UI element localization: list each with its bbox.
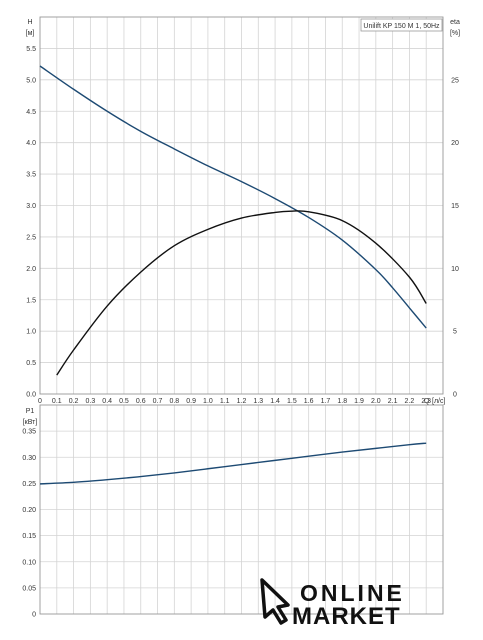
x-axis-label-q: Q: [424, 398, 430, 405]
cursor-arrow-icon: [260, 578, 290, 625]
x-tick-label: 1.5: [287, 398, 297, 405]
y-tick-label: 0.5: [26, 360, 36, 367]
x-tick-label: 1.6: [304, 398, 314, 405]
bottom-plot-frame: [39, 404, 444, 615]
chart-title: Unilift KP 150 M 1, 50Hz: [363, 23, 440, 30]
y-tick-label: 0.20: [22, 507, 36, 514]
x-tick-label: 0.5: [119, 398, 129, 405]
x-tick-label: 0.4: [102, 398, 112, 405]
x-tick-label: 0.3: [86, 398, 96, 405]
x-tick-label: 1.9: [354, 398, 364, 405]
x-tick-label: 2.3: [421, 398, 431, 405]
y-tick-label: 1.5: [26, 297, 36, 304]
efficiency-curve-line: [56, 210, 427, 376]
y-tick-label: 0: [32, 612, 36, 619]
head-efficiency-plot: 0.0 0.5 1.0 1.5 2.0 2.5 3.0 3.5 4.0 4.5 5.0 5.5 0 5 1…: [26, 16, 460, 405]
y-tick-label: 1.0: [26, 329, 36, 336]
y-tick-label: 0.10: [22, 559, 36, 566]
y-tick-label: 4.0: [26, 140, 36, 147]
y-tick-label: 2.0: [26, 266, 36, 273]
y-tick-label: 3.5: [26, 172, 36, 179]
y-axis-unit-p1: [кВт]: [23, 419, 38, 426]
power-plot: 0 0.05 0.10 0.15 0.20 0.25 0.30 0.35 P1 [кВт]: [22, 404, 444, 619]
y-axis-unit-h: [м]: [26, 30, 35, 37]
y-tick-label: 0.30: [22, 455, 36, 462]
x-tick-label: 1.4: [270, 398, 280, 405]
x-tick-label: 1.8: [337, 398, 347, 405]
y-tick-label: 0.15: [22, 533, 36, 540]
x-tick-label: 0: [38, 398, 42, 405]
chart-title-box: [360, 18, 443, 32]
y-tick-label: 0.05: [22, 585, 36, 592]
y-tick-label: 0.25: [22, 481, 36, 488]
y-axis-label-h: H: [27, 19, 32, 26]
x-axis-unit-q: [л/с]: [432, 398, 445, 405]
x-tick-label: 0.8: [169, 398, 179, 405]
x-tick-label: 0.6: [136, 398, 146, 405]
y-right-tick-label: 20: [451, 140, 459, 147]
x-tick-label: 2.2: [405, 398, 415, 405]
y-axis-unit-eta: [%]: [450, 30, 460, 37]
y-tick-label: 4.5: [26, 109, 36, 116]
head-curve-line: [39, 65, 427, 329]
y-right-tick-label: 10: [451, 266, 459, 273]
online-market-logo: ONLINE MARKET: [260, 578, 405, 630]
x-tick-label: 0.1: [52, 398, 62, 405]
power-curve-line: [39, 442, 427, 485]
x-tick-label: 1.3: [253, 398, 263, 405]
y-right-tick-label: 0: [453, 392, 457, 399]
y-tick-label: 0.0: [26, 392, 36, 399]
x-tick-label: 2.0: [371, 398, 381, 405]
y-tick-label: 0.35: [22, 429, 36, 436]
y-axis-label-eta: eta: [450, 19, 460, 26]
y-right-tick-label: 5: [453, 329, 457, 336]
x-tick-label: 1.0: [203, 398, 213, 405]
y-tick-label: 3.0: [26, 203, 36, 210]
x-tick-label: 1.1: [220, 398, 230, 405]
logo-line1: ONLINE: [300, 580, 405, 606]
x-tick-label: 2.1: [388, 398, 398, 405]
y-tick-label: 5.0: [26, 77, 36, 84]
y-tick-label: 2.5: [26, 234, 36, 241]
x-tick-label: 1.2: [237, 398, 247, 405]
y-right-tick-label: 25: [451, 77, 459, 84]
logo-line2: MARKET: [292, 603, 401, 630]
top-plot-frame: [39, 16, 444, 395]
y-axis-label-p1: P1: [26, 408, 35, 415]
y-right-tick-label: 15: [451, 203, 459, 210]
y-tick-label: 5.5: [26, 46, 36, 53]
x-tick-label: 0.9: [186, 398, 196, 405]
x-tick-label: 0.7: [153, 398, 163, 405]
x-tick-label: 0.2: [69, 398, 79, 405]
x-tick-label: 1.7: [321, 398, 331, 405]
